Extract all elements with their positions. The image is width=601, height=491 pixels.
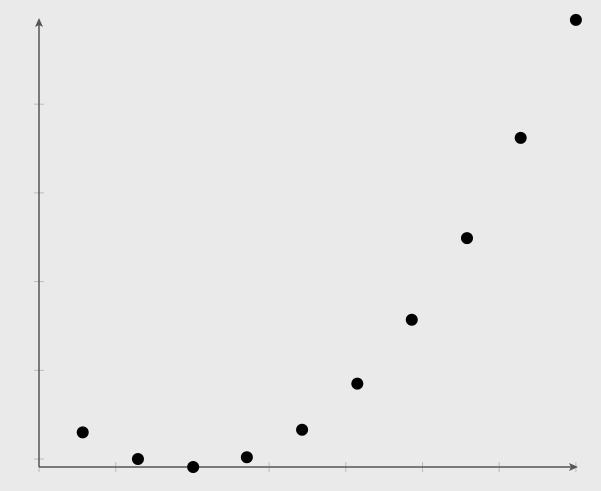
data-point [187,460,200,473]
data-point [240,451,253,464]
points [76,13,582,473]
data-point [296,423,309,436]
ticks [34,103,577,472]
axes [35,18,578,471]
y-axis-arrow-icon [35,18,43,27]
data-point [76,426,89,439]
data-point [514,131,527,144]
data-point [569,13,582,26]
data-point [131,453,144,465]
data-point [351,377,364,390]
x-axis-arrow-icon [569,463,578,471]
data-point [460,232,473,245]
data-point [405,313,418,326]
